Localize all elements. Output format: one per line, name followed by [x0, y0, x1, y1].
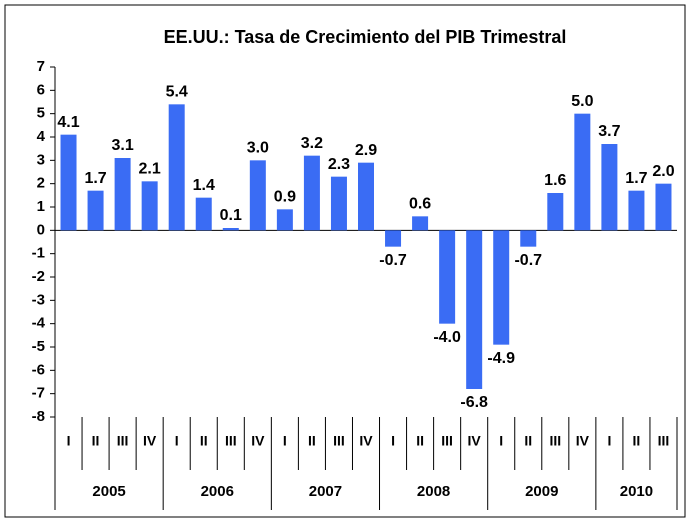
year-label: 2008 — [417, 483, 450, 500]
value-label: -4.9 — [487, 350, 515, 367]
bar — [628, 190, 645, 231]
x-tick-label: III — [549, 433, 561, 449]
bar — [655, 183, 672, 231]
x-tick-label: I — [67, 433, 71, 449]
x-tick-label: I — [607, 433, 611, 449]
value-label: 5.0 — [571, 93, 593, 110]
value-label: 3.1 — [111, 137, 133, 154]
x-tick-label: IV — [576, 433, 590, 449]
x-tick-label: IV — [468, 433, 482, 449]
bar — [574, 113, 591, 231]
value-label: 4.1 — [57, 114, 79, 131]
x-tick-label: IV — [143, 433, 157, 449]
x-tick-label: III — [225, 433, 237, 449]
y-tick-label: 6 — [37, 81, 45, 98]
value-label: -6.8 — [460, 394, 488, 411]
y-tick-label: 7 — [37, 58, 45, 75]
y-tick-label: -8 — [32, 408, 45, 425]
x-tick-label: IV — [251, 433, 265, 449]
x-tick-label: II — [416, 433, 424, 449]
value-label: 1.7 — [625, 170, 647, 187]
x-tick-label: II — [633, 433, 641, 449]
bar — [520, 230, 537, 247]
bar — [222, 228, 239, 231]
value-label: 1.4 — [193, 177, 215, 194]
bar — [385, 230, 402, 247]
y-tick-label: -5 — [32, 338, 45, 355]
bar — [276, 209, 293, 231]
value-label: 2.0 — [652, 163, 674, 180]
x-tick-label: III — [658, 433, 670, 449]
x-tick-label: III — [441, 433, 453, 449]
value-label: 0.6 — [409, 196, 431, 213]
bar — [412, 216, 429, 231]
value-label: 2.9 — [355, 142, 377, 159]
x-tick-label: II — [308, 433, 316, 449]
year-label: 2005 — [92, 483, 125, 500]
bar — [493, 230, 510, 345]
bar — [547, 193, 564, 231]
bar — [439, 230, 456, 324]
bar — [249, 160, 266, 231]
bar — [358, 162, 374, 231]
year-label: 2010 — [620, 483, 653, 500]
x-tick-label: I — [283, 433, 287, 449]
y-tick-label: -1 — [32, 245, 45, 262]
bar — [114, 158, 131, 231]
x-tick-label: I — [391, 433, 395, 449]
y-tick-label: 5 — [37, 105, 45, 122]
bar — [168, 104, 185, 231]
value-label: 3.0 — [247, 140, 269, 157]
y-tick-label: -2 — [32, 268, 45, 285]
y-tick-label: -3 — [32, 291, 45, 308]
bar — [601, 144, 618, 231]
x-tick-label: II — [200, 433, 208, 449]
y-tick-label: -4 — [32, 315, 46, 332]
value-label: 2.1 — [139, 161, 161, 178]
year-label: 2009 — [525, 483, 558, 500]
bar — [466, 230, 483, 389]
bar — [60, 134, 77, 231]
value-label: 2.3 — [328, 156, 350, 173]
bar — [195, 197, 212, 231]
y-tick-label: 3 — [37, 151, 45, 168]
y-tick-label: 0 — [37, 221, 45, 238]
bar — [87, 190, 104, 231]
value-label: -0.7 — [514, 252, 542, 269]
bar — [330, 176, 347, 231]
y-tick-label: -7 — [32, 385, 45, 402]
chart-title: EE.UU.: Tasa de Crecimiento del PIB Trim… — [164, 27, 567, 47]
bar — [141, 181, 158, 231]
value-label: 0.1 — [220, 207, 242, 224]
x-tick-label: III — [333, 433, 345, 449]
value-label: 3.7 — [598, 123, 620, 140]
x-tick-label: II — [92, 433, 100, 449]
chart-frame — [4, 4, 686, 518]
x-tick-label: I — [175, 433, 179, 449]
y-tick-label: 4 — [37, 128, 46, 145]
value-label: 1.7 — [84, 170, 106, 187]
x-tick-label: III — [117, 433, 129, 449]
y-tick-label: -6 — [32, 361, 45, 378]
value-label: 3.2 — [301, 135, 323, 152]
value-label: 5.4 — [166, 84, 188, 101]
value-label: -0.7 — [379, 252, 407, 269]
value-label: 1.6 — [544, 172, 566, 189]
value-label: -4.0 — [433, 329, 461, 346]
y-tick-label: 1 — [37, 198, 45, 215]
x-tick-label: I — [499, 433, 503, 449]
year-label: 2007 — [309, 483, 342, 500]
x-tick-label: IV — [359, 433, 373, 449]
year-label: 2006 — [201, 483, 234, 500]
bar — [303, 155, 320, 231]
y-tick-label: 2 — [37, 175, 45, 192]
value-label: 0.9 — [274, 189, 296, 206]
x-tick-label: II — [524, 433, 532, 449]
